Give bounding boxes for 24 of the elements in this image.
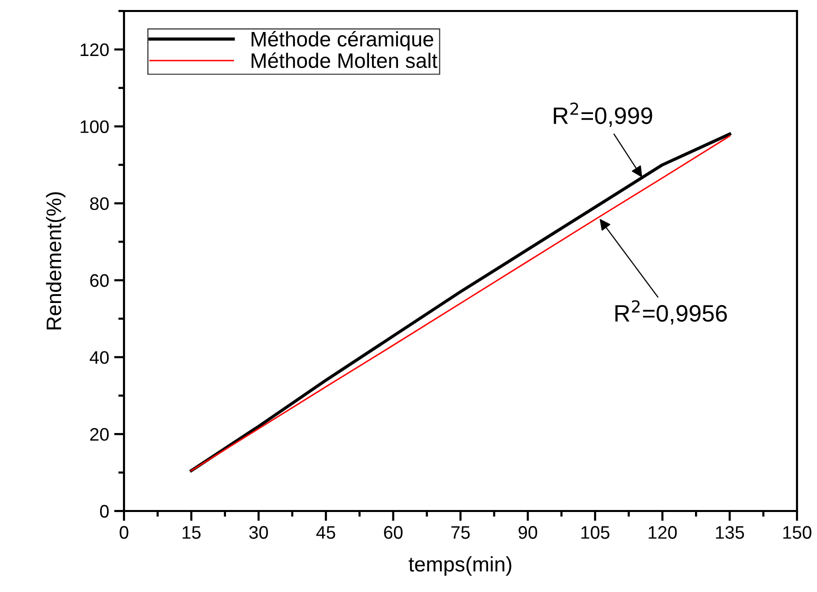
x-tick-label: 45 bbox=[316, 526, 336, 539]
annotation: R$^{2}$=0,999 bbox=[554, 102, 652, 127]
y-tick-label: 0 bbox=[100, 504, 109, 518]
x-tick-label: 120 bbox=[648, 526, 677, 539]
legend-label: Méthode Molten salt bbox=[252, 52, 438, 68]
y-tick-label: 120 bbox=[80, 43, 109, 56]
x-axis-title: temps(min) bbox=[408, 556, 512, 576]
y-tick-label: 40 bbox=[90, 351, 109, 364]
x-tick-label: 60 bbox=[384, 526, 403, 539]
x-tick-label: 90 bbox=[518, 526, 538, 539]
x-tick-label: 0 bbox=[120, 526, 128, 539]
y-tick-label: 100 bbox=[80, 120, 109, 134]
y-tick-label: 80 bbox=[90, 197, 109, 210]
annotation: R$^{2}$=0,9956 bbox=[615, 300, 727, 325]
y-tick-label: 20 bbox=[90, 428, 109, 441]
legend-label: Méthode céramique bbox=[252, 31, 434, 51]
x-tick-label: 75 bbox=[451, 526, 470, 539]
x-tick-label: 30 bbox=[249, 526, 268, 539]
y-tick-label: 60 bbox=[90, 274, 109, 287]
x-tick-label: 150 bbox=[783, 526, 812, 539]
y-axis-title: Rendement(%) bbox=[46, 192, 66, 330]
x-tick-label: 15 bbox=[182, 526, 201, 539]
x-tick-label: 135 bbox=[716, 526, 744, 539]
x-tick-label: 105 bbox=[581, 526, 610, 539]
